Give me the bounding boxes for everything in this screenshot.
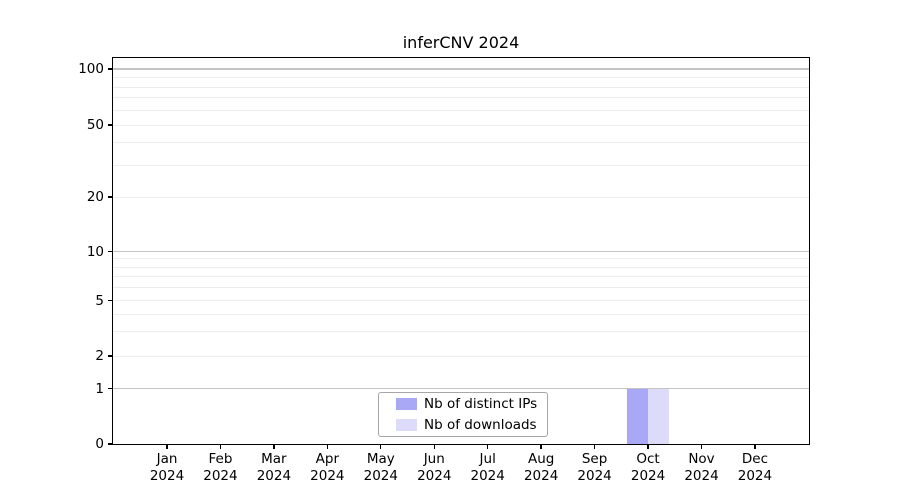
x-tick-month: Sep — [581, 451, 608, 467]
grid-line-minor — [113, 97, 809, 99]
x-tick-mark — [593, 444, 596, 450]
y-tick-label: 50 — [86, 117, 104, 133]
legend-item: Nb of distinct IPs — [396, 397, 547, 411]
y-tick-mark — [107, 68, 112, 70]
x-tick-year: 2024 — [630, 467, 666, 484]
x-tick-month: Jan — [156, 451, 178, 467]
x-tick-label: Jul 2024 — [448, 451, 528, 484]
plot-area — [113, 58, 809, 444]
grid-line-minor — [113, 124, 809, 126]
x-tick-mark — [754, 444, 756, 450]
x-tick-year: 2024 — [577, 467, 612, 484]
x-tick-year: 2024 — [523, 467, 559, 484]
grid-line-major — [113, 250, 809, 253]
grid-line-minor — [113, 86, 809, 88]
grid-line-minor — [113, 266, 809, 268]
x-tick-year: 2024 — [470, 467, 505, 484]
grid-line-minor — [113, 164, 809, 166]
grid-line-minor — [113, 276, 809, 278]
x-tick-month: May — [366, 451, 395, 467]
x-tick-month: Apr — [315, 451, 340, 467]
x-tick-mark — [166, 444, 168, 450]
y-tick-mark — [107, 387, 112, 390]
x-tick-label: Aug 2024 — [501, 451, 581, 484]
legend-swatch — [396, 398, 417, 410]
y-tick-label: 20 — [86, 189, 104, 205]
grid-line-minor — [113, 300, 809, 301]
grid-line-minor — [113, 355, 809, 357]
x-tick-mark — [219, 444, 222, 450]
x-tick-mark — [647, 444, 649, 450]
y-tick-label: 1 — [95, 380, 104, 397]
x-tick-label: Dec 2024 — [715, 451, 795, 484]
grid-line-minor — [113, 258, 809, 260]
y-tick-label: 100 — [78, 61, 104, 77]
x-tick-year: 2024 — [737, 467, 773, 484]
x-tick-mark — [273, 444, 275, 450]
legend-label: Nb of distinct IPs — [424, 395, 538, 412]
y-tick-label: 2 — [95, 348, 104, 364]
y-tick-label: 5 — [95, 292, 104, 309]
grid-line-minor — [113, 109, 809, 111]
chart-title: inferCNV 2024 — [402, 33, 520, 52]
x-tick-label: Jan 2024 — [127, 451, 207, 484]
y-tick-label: 0 — [95, 436, 104, 452]
x-tick-month: Dec — [741, 451, 768, 467]
x-tick-year: 2024 — [203, 467, 238, 484]
y-tick-mark — [107, 124, 112, 126]
x-tick-month: Jul — [479, 451, 496, 467]
x-tick-label: Apr 2024 — [287, 451, 367, 484]
x-tick-label: Mar 2024 — [234, 451, 314, 484]
x-tick-mark — [326, 444, 329, 450]
x-tick-month: Nov — [688, 451, 715, 467]
x-tick-month: Aug — [527, 451, 555, 467]
x-tick-year: 2024 — [684, 467, 719, 484]
x-tick-mark — [433, 444, 435, 450]
grid-line-major — [113, 68, 809, 70]
x-tick-mark — [380, 444, 382, 450]
x-tick-label: Nov 2024 — [662, 451, 742, 484]
x-tick-label: Feb 2024 — [180, 451, 260, 484]
x-tick-year: 2024 — [363, 467, 398, 484]
x-tick-month: Feb — [208, 451, 233, 467]
grid-line-major — [113, 387, 809, 390]
grid-line-minor — [113, 142, 809, 144]
x-tick-month: Oct — [636, 451, 660, 467]
bar-nb-of-downloads — [648, 388, 670, 444]
y-tick-mark — [107, 299, 112, 302]
x-tick-mark — [487, 444, 489, 450]
legend-swatch — [396, 419, 417, 431]
x-tick-label: Jun 2024 — [394, 451, 474, 484]
legend-label: Nb of downloads — [424, 416, 537, 433]
legend: Nb of distinct IPs Nb of downloads — [378, 391, 548, 437]
grid-line-minor — [113, 77, 809, 78]
x-tick-year: 2024 — [417, 467, 452, 484]
grid-line-minor — [113, 330, 809, 332]
grid-line-minor — [113, 196, 809, 198]
bar-nb-of-distinct-ips — [626, 388, 649, 444]
y-tick-mark — [107, 250, 112, 253]
grid-line-minor — [113, 287, 809, 289]
legend-item: Nb of downloads — [396, 418, 547, 432]
x-tick-label: Sep 2024 — [555, 451, 635, 484]
y-tick-mark — [107, 355, 112, 357]
x-tick-year: 2024 — [149, 467, 185, 484]
x-tick-label: May 2024 — [341, 451, 421, 484]
x-tick-mark — [700, 444, 703, 450]
x-tick-label: Oct 2024 — [608, 451, 688, 484]
x-tick-month: Mar — [261, 451, 287, 467]
x-tick-year: 2024 — [256, 467, 292, 484]
y-tick-mark — [107, 196, 112, 198]
grid-line-minor — [113, 313, 809, 315]
y-tick-label: 10 — [86, 243, 104, 260]
x-tick-year: 2024 — [310, 467, 345, 484]
x-tick-month: Jun — [423, 451, 445, 467]
x-tick-mark — [540, 444, 542, 450]
y-tick-mark — [107, 443, 112, 445]
